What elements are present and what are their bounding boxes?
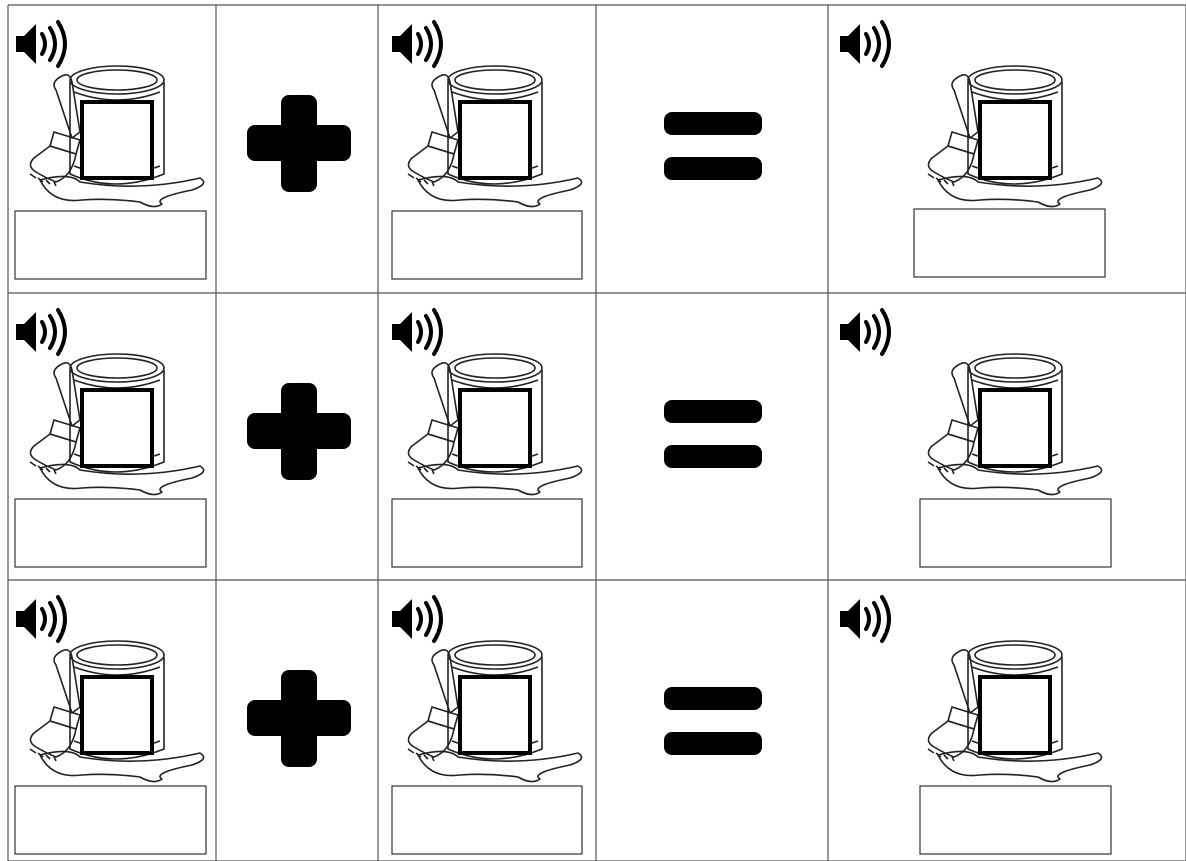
equals-sign: [664, 157, 762, 180]
speaker-icon: [840, 597, 889, 641]
equals-sign: [664, 112, 762, 135]
answer-box: [914, 209, 1105, 277]
answer-box: [920, 499, 1111, 567]
equals-sign: [664, 445, 762, 468]
answer-box: [392, 786, 582, 854]
paint-can: [408, 66, 582, 207]
equals-sign: [664, 732, 762, 755]
paint-can: [30, 66, 204, 207]
paint-can: [408, 641, 582, 782]
paint-can: [408, 354, 582, 495]
speaker-icon: [392, 22, 441, 66]
answer-box: [392, 211, 582, 279]
paint-can: [928, 66, 1102, 207]
plus-sign: [247, 413, 351, 449]
speaker-icon: [16, 22, 65, 66]
paint-can: [30, 641, 204, 782]
speaker-icon: [16, 597, 65, 641]
plus-sign: [247, 125, 351, 161]
speaker-icon: [392, 310, 441, 354]
speaker-icon: [16, 310, 65, 354]
equals-sign: [664, 400, 762, 423]
paint-can: [928, 641, 1102, 782]
equals-sign: [664, 687, 762, 710]
answer-box: [15, 211, 206, 279]
plus-sign: [247, 700, 351, 736]
speaker-icon: [840, 310, 889, 354]
speaker-icon: [840, 22, 889, 66]
answer-box: [15, 499, 206, 567]
paint-can: [30, 354, 204, 495]
speaker-icon: [392, 597, 441, 641]
answer-box: [920, 786, 1111, 854]
answer-box: [15, 786, 206, 854]
paint-can: [928, 354, 1102, 495]
answer-box: [392, 499, 582, 567]
